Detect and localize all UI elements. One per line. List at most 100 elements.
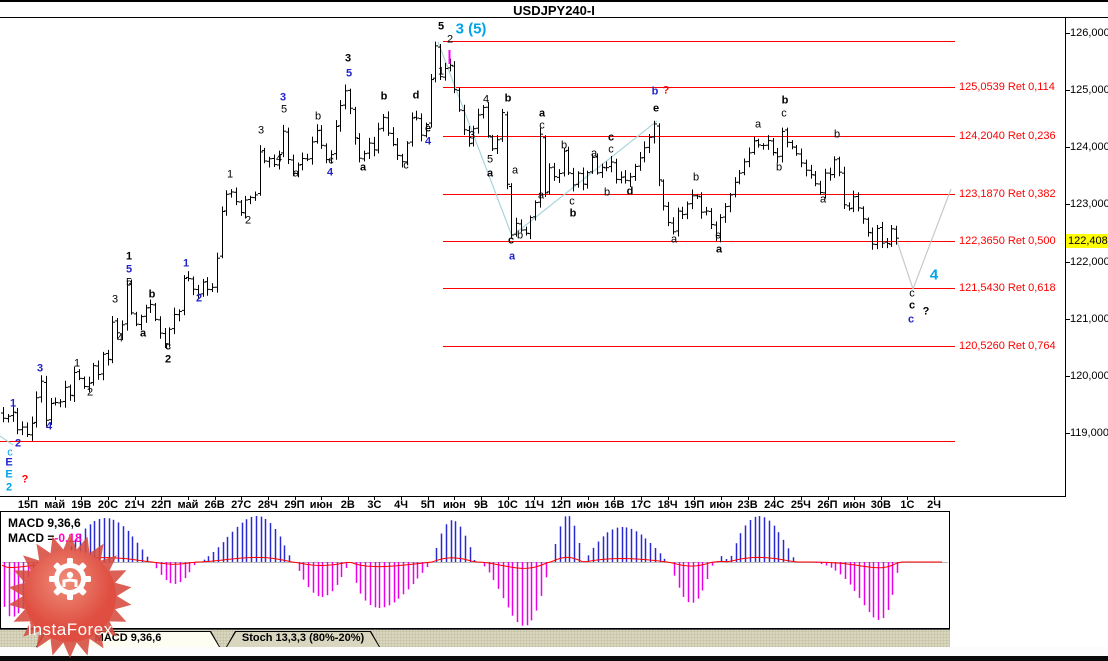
bottom-border-strip — [0, 656, 1108, 661]
wave-label: c — [781, 107, 787, 120]
price-axis-label: 120,000 — [1070, 369, 1108, 382]
price-axis-label: 122,000 — [1070, 255, 1108, 268]
instaforex-gear-icon — [49, 558, 91, 600]
macd-panel-frame[interactable] — [0, 511, 950, 629]
wave-label: b — [314, 110, 322, 123]
tab-stochastic[interactable]: Stoch 13,3,3 (80%-20%) — [226, 631, 380, 647]
bottom-spacer — [0, 647, 1108, 656]
wave-label: c — [539, 119, 545, 132]
x-axis-label: 26П — [817, 499, 838, 511]
x-axis-label: 28Ч — [257, 499, 278, 511]
wave-label: 4 — [45, 420, 53, 433]
wave-label: 2 — [164, 353, 172, 366]
wave-label: a — [359, 161, 367, 174]
x-axis-label: 20С — [97, 499, 119, 511]
fib-level-label: 123,1870 Ret 0,382 — [959, 187, 1056, 200]
wave-label: 1 — [182, 257, 190, 270]
wave-label: 5 — [125, 263, 133, 276]
price-axis-label: 121,000 — [1070, 312, 1108, 325]
macd-indicator-header: MACD 9,36,6 MACD =-0,18 — [8, 516, 82, 546]
x-axis-label: май — [177, 499, 199, 511]
x-axis-label: 27С — [231, 499, 252, 511]
wave-label: e — [424, 122, 432, 135]
wave-label: ? — [922, 305, 930, 318]
x-axis-label: 18Ч — [657, 499, 678, 511]
price-axis-label: 125,000 — [1070, 84, 1108, 97]
x-axis-label: июн — [709, 499, 733, 511]
x-axis-label: 10С — [497, 499, 518, 511]
wave-label: 4 — [482, 93, 490, 106]
current-price-badge: 122,408 — [1066, 234, 1108, 248]
wave-label: c — [328, 154, 334, 167]
wave-label: 2 — [446, 33, 454, 46]
wave-label: a — [139, 327, 147, 340]
price-axis-label: 126,000 — [1070, 27, 1108, 39]
wave-label: 4 — [116, 332, 124, 345]
wave-label: 1 — [437, 65, 445, 78]
wave-label: b — [380, 90, 388, 103]
wave-label: b — [692, 171, 700, 184]
wave-label: b — [775, 161, 783, 174]
wave-label: c — [507, 234, 515, 247]
wave-label: c — [7, 446, 13, 459]
wave-label: 3 — [257, 124, 265, 137]
x-axis-label: 5П — [420, 499, 435, 511]
wave-label: a — [508, 250, 516, 263]
instaforex-starburst — [8, 534, 132, 658]
wave-label: b — [651, 85, 659, 98]
x-axis-label: 1С — [900, 499, 915, 511]
wave-label: b — [504, 92, 512, 105]
wave-label: b — [603, 186, 611, 199]
wave-label: c — [569, 195, 575, 208]
wave-label: a — [538, 107, 546, 120]
x-axis-label: 25Ч — [790, 499, 811, 511]
wave-label: 4 — [326, 166, 334, 179]
wave-label: a — [537, 189, 545, 202]
wave-label: c — [715, 229, 721, 242]
price-axis-label: 124,000 — [1070, 141, 1108, 154]
indicator-tab-strip: MACD 9,36,6 Stoch 13,3,3 (80%-20%) — [0, 630, 950, 647]
wave-label: 2 — [14, 437, 22, 450]
wave-label: b — [516, 229, 524, 242]
wave-label: 3 — [344, 52, 352, 65]
wave-label: 3 — [468, 129, 476, 142]
trendline — [511, 120, 658, 237]
wave-label: c — [908, 299, 916, 312]
wave-label: 3 — [111, 293, 119, 306]
x-axis-label: 17С — [630, 499, 652, 511]
wave-label: 2 — [244, 214, 252, 227]
wave-label: 1 — [73, 357, 81, 370]
fib-level-label: 125,0539 Ret 0,114 — [959, 81, 1055, 94]
x-axis-label: 24С — [764, 499, 785, 511]
wave-label: b — [781, 94, 789, 107]
x-axis-label: 21Ч — [124, 499, 145, 511]
wave-label: ? — [21, 473, 29, 486]
wave-label: c — [907, 313, 915, 326]
x-axis-label: 26В — [204, 499, 225, 511]
projection-line — [912, 188, 952, 290]
x-axis-label: 19В — [71, 499, 92, 511]
x-axis-label: 4Ч — [394, 499, 409, 511]
wave-label: E — [5, 468, 13, 481]
wave-label: 4 — [424, 135, 432, 148]
wave-label: c — [909, 287, 915, 300]
wave-label: c — [164, 340, 172, 353]
x-axis-label: 12П — [550, 499, 572, 511]
x-axis-label: 30В — [870, 499, 891, 511]
wave-label: E — [5, 456, 13, 469]
wave-label: b — [569, 207, 577, 220]
wave-label: c — [607, 131, 615, 144]
fib-level-label: 120,5260 Ret 0,764 — [959, 339, 1056, 352]
wave-label: a — [754, 118, 762, 131]
trendline — [0, 435, 14, 446]
x-axis-label: июн — [842, 499, 866, 511]
wave-label: 1 — [226, 168, 234, 181]
wave-label: 5 — [437, 20, 445, 33]
wave-label: d — [412, 89, 420, 102]
wave-label: a — [292, 167, 300, 180]
wave-label: 3 — [279, 91, 287, 104]
wave-label: 2 — [195, 292, 203, 305]
x-axis-label: 3С — [367, 499, 382, 511]
